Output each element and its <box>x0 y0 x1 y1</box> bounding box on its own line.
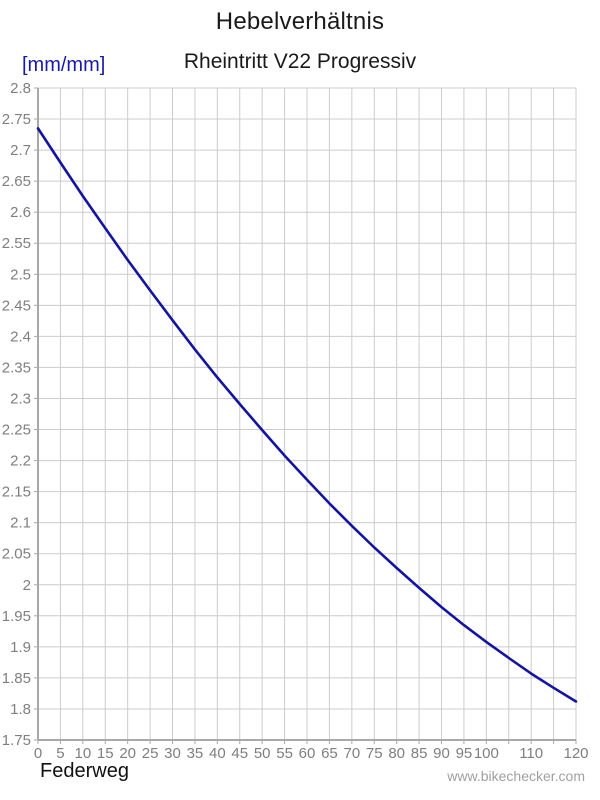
y-tick-label: 2.3 <box>10 390 31 407</box>
data-series <box>36 127 578 703</box>
x-tick-label: 85 <box>411 745 428 762</box>
y-tick-label: 2.2 <box>10 453 31 470</box>
x-tick-label: 110 <box>519 745 543 762</box>
x-tick-label: 30 <box>164 745 181 762</box>
y-tick-label: 1.85 <box>2 670 31 687</box>
x-tick-label: 70 <box>343 745 360 762</box>
x-tick-label: 35 <box>187 745 204 762</box>
y-tick-label: 2.4 <box>10 328 31 345</box>
x-tick-label: 5 <box>56 745 64 762</box>
y-tick-label: 1.9 <box>10 639 31 656</box>
y-tick-label: 2 <box>23 577 31 594</box>
x-tick-label: 15 <box>97 745 114 762</box>
x-axis-title: Federweg <box>40 760 129 782</box>
x-tick-label: 20 <box>119 745 136 762</box>
y-tick-label: 2.8 <box>10 80 31 97</box>
y-tick-label: 2.55 <box>2 235 31 252</box>
y-tick-label: 1.8 <box>10 701 31 718</box>
y-tick-label: 2.65 <box>2 173 31 190</box>
gridlines <box>37 87 577 741</box>
y-tick-label: 2.6 <box>10 204 31 221</box>
y-tick-label: 2.45 <box>2 297 31 314</box>
y-tick-label: 2.1 <box>10 515 31 532</box>
y-tick-label: 2.5 <box>10 266 31 283</box>
y-tick-label: 2.7 <box>10 142 31 159</box>
y-tick-label: 2.35 <box>2 359 31 376</box>
y-axis-unit-label: [mm/mm] <box>22 54 106 76</box>
x-tick-label: 75 <box>366 745 383 762</box>
x-tick-label: 95 <box>456 745 473 762</box>
x-tick-label: 40 <box>209 745 226 762</box>
x-tick-labels: 0 5 10 15 20 25 30 35 40 45 50 55 60 65 70 75 80 85 90 95 10… <box>34 745 589 762</box>
x-tick-label: 60 <box>299 745 316 762</box>
chart-subtitle: Rheintritt V22 Progressiv <box>183 50 417 73</box>
x-tick-label: 55 <box>276 745 293 762</box>
y-tick-label: 2.25 <box>2 422 31 439</box>
chart-title: Hebelverhältnis <box>215 8 385 35</box>
y-tick-label: 2.15 <box>2 484 31 501</box>
y-tick-label: 2.05 <box>2 546 31 563</box>
y-tick-label: 1.95 <box>2 608 31 625</box>
leverage-ratio-curve <box>36 127 578 703</box>
watermark-link: www.bikechecker.com <box>447 768 585 784</box>
x-tick-label: 80 <box>388 745 405 762</box>
x-tick-label: 0 <box>34 745 42 762</box>
y-tick-labels: 2.8 2.75 2.7 2.65 2.6 2.55 2.5 2.45 2.4 2.35 2.3 2.… <box>2 80 31 749</box>
axes <box>34 87 577 744</box>
x-tick-label: 25 <box>142 745 159 762</box>
x-tick-label: 120 <box>563 745 588 762</box>
x-tick-label: 100 <box>474 745 499 762</box>
y-tick-label: 2.75 <box>2 111 31 128</box>
x-tick-label: 65 <box>321 745 338 762</box>
x-tick-label: 90 <box>433 745 450 762</box>
x-tick-label: 50 <box>254 745 271 762</box>
x-tick-label: 10 <box>74 745 91 762</box>
x-tick-label: 45 <box>231 745 248 762</box>
y-tick-label: 1.75 <box>2 732 31 749</box>
